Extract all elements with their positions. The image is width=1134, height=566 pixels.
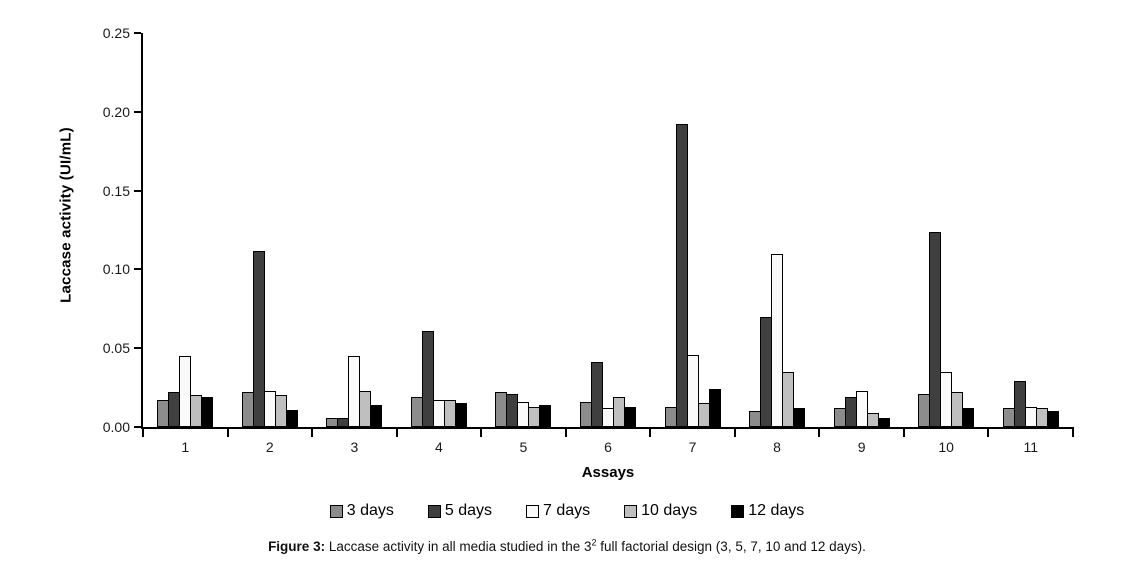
y-tick-label: 0.10 [102, 261, 130, 278]
x-axis-tick [564, 427, 567, 437]
x-category-label: 4 [435, 439, 443, 455]
y-axis-tick [134, 189, 141, 192]
legend-item-5-days: 5 days [427, 502, 493, 520]
legend-swatch-12-days [731, 504, 745, 518]
y-tick-label: 0.20 [102, 103, 130, 120]
x-category-label: 8 [773, 439, 781, 455]
bar-5-days-assay-4 [421, 330, 434, 427]
y-axis-tick [134, 32, 141, 34]
bar-5-days-assay-7 [675, 124, 688, 427]
x-axis-tick [395, 427, 398, 437]
legend-item-7-days: 7 days [526, 502, 590, 520]
legend-label: 12 days [748, 502, 805, 519]
y-axis-tick [134, 426, 141, 428]
bar-5-days-assay-6 [590, 362, 603, 427]
legend-label: 5 days [444, 502, 493, 519]
bar-5-days-assay-2 [252, 250, 265, 427]
bar-group-assay-11 [988, 33, 1073, 427]
x-axis-tick [733, 427, 736, 437]
legend-item-12-days: 12 days [731, 502, 804, 520]
bar-12-days-assay-8 [793, 408, 806, 427]
bar-10-days-assay-8 [782, 371, 795, 427]
caption-text-tail: full factorial design (3, 5, 7, 10 and 1… [596, 539, 866, 554]
bar-12-days-assay-6 [623, 406, 636, 427]
legend-swatch-5-days [427, 504, 441, 518]
bar-group-assay-2 [228, 33, 313, 427]
bar-12-days-assay-2 [285, 409, 298, 427]
legend-swatch-10-days [624, 504, 638, 518]
bar-12-days-assay-10 [962, 408, 975, 427]
x-axis-tick [818, 427, 821, 437]
caption-superscript: 2 [591, 537, 597, 548]
bar-5-days-assay-10 [929, 231, 942, 427]
bar-12-days-assay-7 [708, 389, 721, 427]
y-axis-title: Laccase activity (UI/mL) [57, 127, 75, 303]
legend-swatch-3-days [329, 504, 343, 518]
bar-group-assay-1 [143, 33, 228, 427]
x-axis-tick [480, 427, 483, 437]
bar-12-days-assay-11 [1046, 411, 1059, 427]
bar-7-days-assay-8 [771, 253, 784, 427]
x-category-label: 2 [265, 439, 274, 455]
legend-item-10-days: 10 days [624, 502, 697, 520]
bar-group-assay-6 [566, 33, 651, 427]
x-axis-title: Assays [581, 464, 635, 481]
y-tick-label: 0.00 [102, 419, 130, 435]
x-category-label: 7 [688, 439, 697, 455]
bar-group-assay-3 [312, 33, 397, 427]
y-tick-label: 0.15 [102, 182, 130, 199]
bar-group-assay-5 [481, 33, 566, 427]
y-tick-label: 0.05 [102, 340, 130, 357]
legend: 3 days 5 days 7 days 10 days 12 days [0, 502, 1134, 520]
y-axis-tick [134, 110, 141, 113]
figure-caption: Figure 3: Laccase activity in all media … [0, 537, 1134, 554]
bar-12-days-assay-5 [539, 404, 552, 427]
bar-12-days-assay-9 [877, 417, 890, 427]
y-tick-label: 0.25 [102, 25, 130, 41]
bar-12-days-assay-3 [370, 404, 383, 427]
legend-label: 3 days [346, 502, 394, 519]
x-category-label: 6 [604, 439, 612, 455]
x-axis-tick [902, 427, 905, 437]
x-category-label: 5 [519, 439, 528, 455]
x-category-label: 9 [857, 439, 866, 455]
bar-group-assay-10 [904, 33, 989, 427]
x-axis-tick [311, 427, 314, 437]
x-category-label: 1 [181, 439, 190, 455]
bar-group-assay-9 [819, 33, 904, 427]
bar-12-days-assay-1 [201, 397, 214, 427]
x-axis-tick [649, 427, 652, 437]
caption-text: Laccase activity in all media studied in… [325, 539, 592, 554]
legend-label: 7 days [543, 502, 591, 519]
caption-figure-label: Figure 3: [268, 539, 326, 554]
plot-area: Assays 0.00 0.05 0.10 0.15 0.20 0.25 1 2 3 4 5 6 7 8 9… [103, 26, 1074, 481]
x-axis-tick [987, 427, 990, 437]
y-axis-tick [134, 347, 141, 350]
bar-12-days-assay-4 [454, 403, 467, 427]
x-category-label: 3 [350, 439, 359, 455]
x-category-label: 10 [938, 439, 954, 455]
x-axis-tick [1072, 427, 1074, 437]
legend-swatch-7-days [526, 504, 540, 518]
legend-item-3-days: 3 days [329, 502, 394, 520]
x-category-label: 11 [1023, 439, 1038, 455]
bar-group-assay-7 [650, 33, 735, 427]
x-axis-tick [226, 427, 229, 437]
bar-7-days-assay-1 [179, 356, 192, 427]
y-axis-tick [134, 268, 141, 271]
x-axis-tick [142, 427, 144, 437]
bar-7-days-assay-9 [855, 390, 868, 427]
bar-7-days-assay-7 [686, 354, 699, 427]
bar-group-assay-4 [397, 33, 482, 427]
bar-5-days-assay-11 [1013, 381, 1026, 427]
legend-label: 10 days [641, 502, 698, 519]
bar-group-assay-8 [735, 33, 820, 427]
